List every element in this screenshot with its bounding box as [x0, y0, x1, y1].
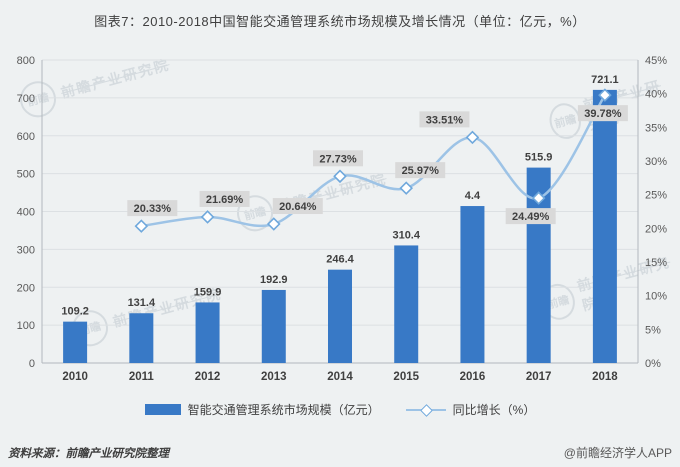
bar-value-label: 192.9	[260, 274, 288, 286]
legend-line-label: 同比增长（%）	[452, 403, 536, 417]
bar-value-label: 109.2	[61, 306, 89, 318]
line-marker	[200, 210, 215, 224]
line-label-box	[272, 198, 323, 215]
chart-title: 图表7：2010-2018中国智能交通管理系统市场规模及增长情况（单位：亿元，%…	[94, 14, 586, 29]
left-axis-tick: 300	[17, 244, 35, 256]
left-axis-tick: 100	[17, 320, 35, 332]
line-label-box	[313, 150, 363, 167]
bar-value-label: 159.9	[194, 286, 222, 298]
source-note: 资料来源：前瞻产业研究院整理	[8, 448, 169, 460]
bar-value-label: 515.9	[525, 152, 553, 164]
legend-item-line: 同比增长（%）	[405, 401, 536, 418]
line-marker	[465, 130, 480, 145]
left-axis-tick: 500	[17, 169, 35, 181]
line-value-label: 20.64%	[279, 201, 317, 213]
line-marker	[134, 219, 149, 233]
legend-line-swatch	[405, 403, 446, 417]
line-marker	[399, 181, 414, 195]
bar	[460, 206, 485, 363]
x-axis-label: 2012	[195, 371, 221, 383]
right-axis-tick: 35%	[645, 122, 667, 134]
chart-canvas: 0 100 200 300 400 500 600 700 800 0% 5% 10% 15% 20% 25…	[17, 55, 668, 383]
brand-note: @前瞻经济学人APP	[563, 446, 672, 460]
right-axis-tick: 45%	[645, 55, 667, 67]
right-axis-tick: 25%	[645, 190, 667, 202]
bar-value-label: 721.1	[591, 74, 619, 86]
line-label-box	[395, 162, 446, 179]
x-axis-label: 2011	[129, 371, 155, 383]
bar	[129, 313, 154, 363]
chart-legend: 智能交通管理系统市场规模（亿元） 同比增长（%）	[0, 401, 680, 418]
x-axis-label: 2016	[460, 371, 486, 383]
line-value-label: 27.73%	[319, 153, 357, 165]
legend-diamond-icon	[419, 403, 433, 417]
left-axis-tick: 800	[17, 55, 35, 67]
line-marker	[531, 191, 546, 205]
line-marker	[598, 88, 612, 102]
x-axis-label: 2010	[62, 371, 88, 383]
left-axis-tick: 400	[17, 207, 35, 219]
line-marker	[333, 169, 347, 184]
right-axis-tick: 0%	[645, 358, 661, 370]
chart-footer: 资料来源：前瞻产业研究院整理 @前瞻经济学人APP	[8, 444, 672, 461]
line-value-label: 24.49%	[512, 211, 550, 223]
x-axis-label: 2017	[526, 371, 552, 383]
line-label-box	[127, 200, 178, 217]
right-axis-tick: 30%	[645, 156, 667, 168]
left-axis-tick: 600	[17, 131, 35, 143]
line-label-box	[419, 111, 470, 128]
line-value-label: 20.33%	[134, 203, 172, 215]
legend-bar-swatch	[144, 404, 181, 415]
right-axis-tick: 40%	[645, 89, 667, 101]
right-axis-tick: 15%	[645, 257, 667, 269]
bar	[394, 245, 419, 363]
bar-value-label: 131.4	[128, 297, 156, 309]
left-axis-tick: 200	[17, 282, 35, 294]
line-label-box	[199, 190, 250, 207]
line-value-label: 25.97%	[402, 165, 440, 177]
line-value-label: 33.51%	[426, 114, 464, 126]
bar	[592, 89, 617, 364]
right-axis-tick: 10%	[645, 291, 667, 303]
bar-value-label: 246.4	[326, 254, 354, 266]
right-axis-tick: 5%	[645, 324, 661, 336]
x-axis-label: 2014	[327, 371, 353, 383]
left-axis-tick: 0	[29, 358, 35, 370]
line-label-box	[505, 208, 556, 225]
bar	[195, 302, 220, 363]
line-value-label: 39.78%	[584, 108, 622, 120]
left-axis-tick: 700	[17, 93, 35, 105]
line-marker	[266, 217, 281, 231]
legend-item-bar: 智能交通管理系统市场规模（亿元）	[144, 401, 380, 418]
x-axis-label: 2015	[393, 371, 419, 383]
line-label-box	[577, 105, 628, 122]
line-value-label: 21.69%	[206, 194, 244, 206]
legend-bar-label: 智能交通管理系统市场规模（亿元）	[187, 403, 380, 417]
bar	[63, 321, 88, 363]
x-axis-label: 2013	[261, 371, 287, 383]
x-axis-label: 2018	[592, 371, 618, 383]
bar-value-label: 310.4	[392, 229, 420, 241]
bar-value-label: 4.4	[465, 190, 481, 202]
bar	[261, 289, 286, 363]
bar	[328, 269, 352, 363]
right-axis-tick: 20%	[645, 223, 667, 235]
